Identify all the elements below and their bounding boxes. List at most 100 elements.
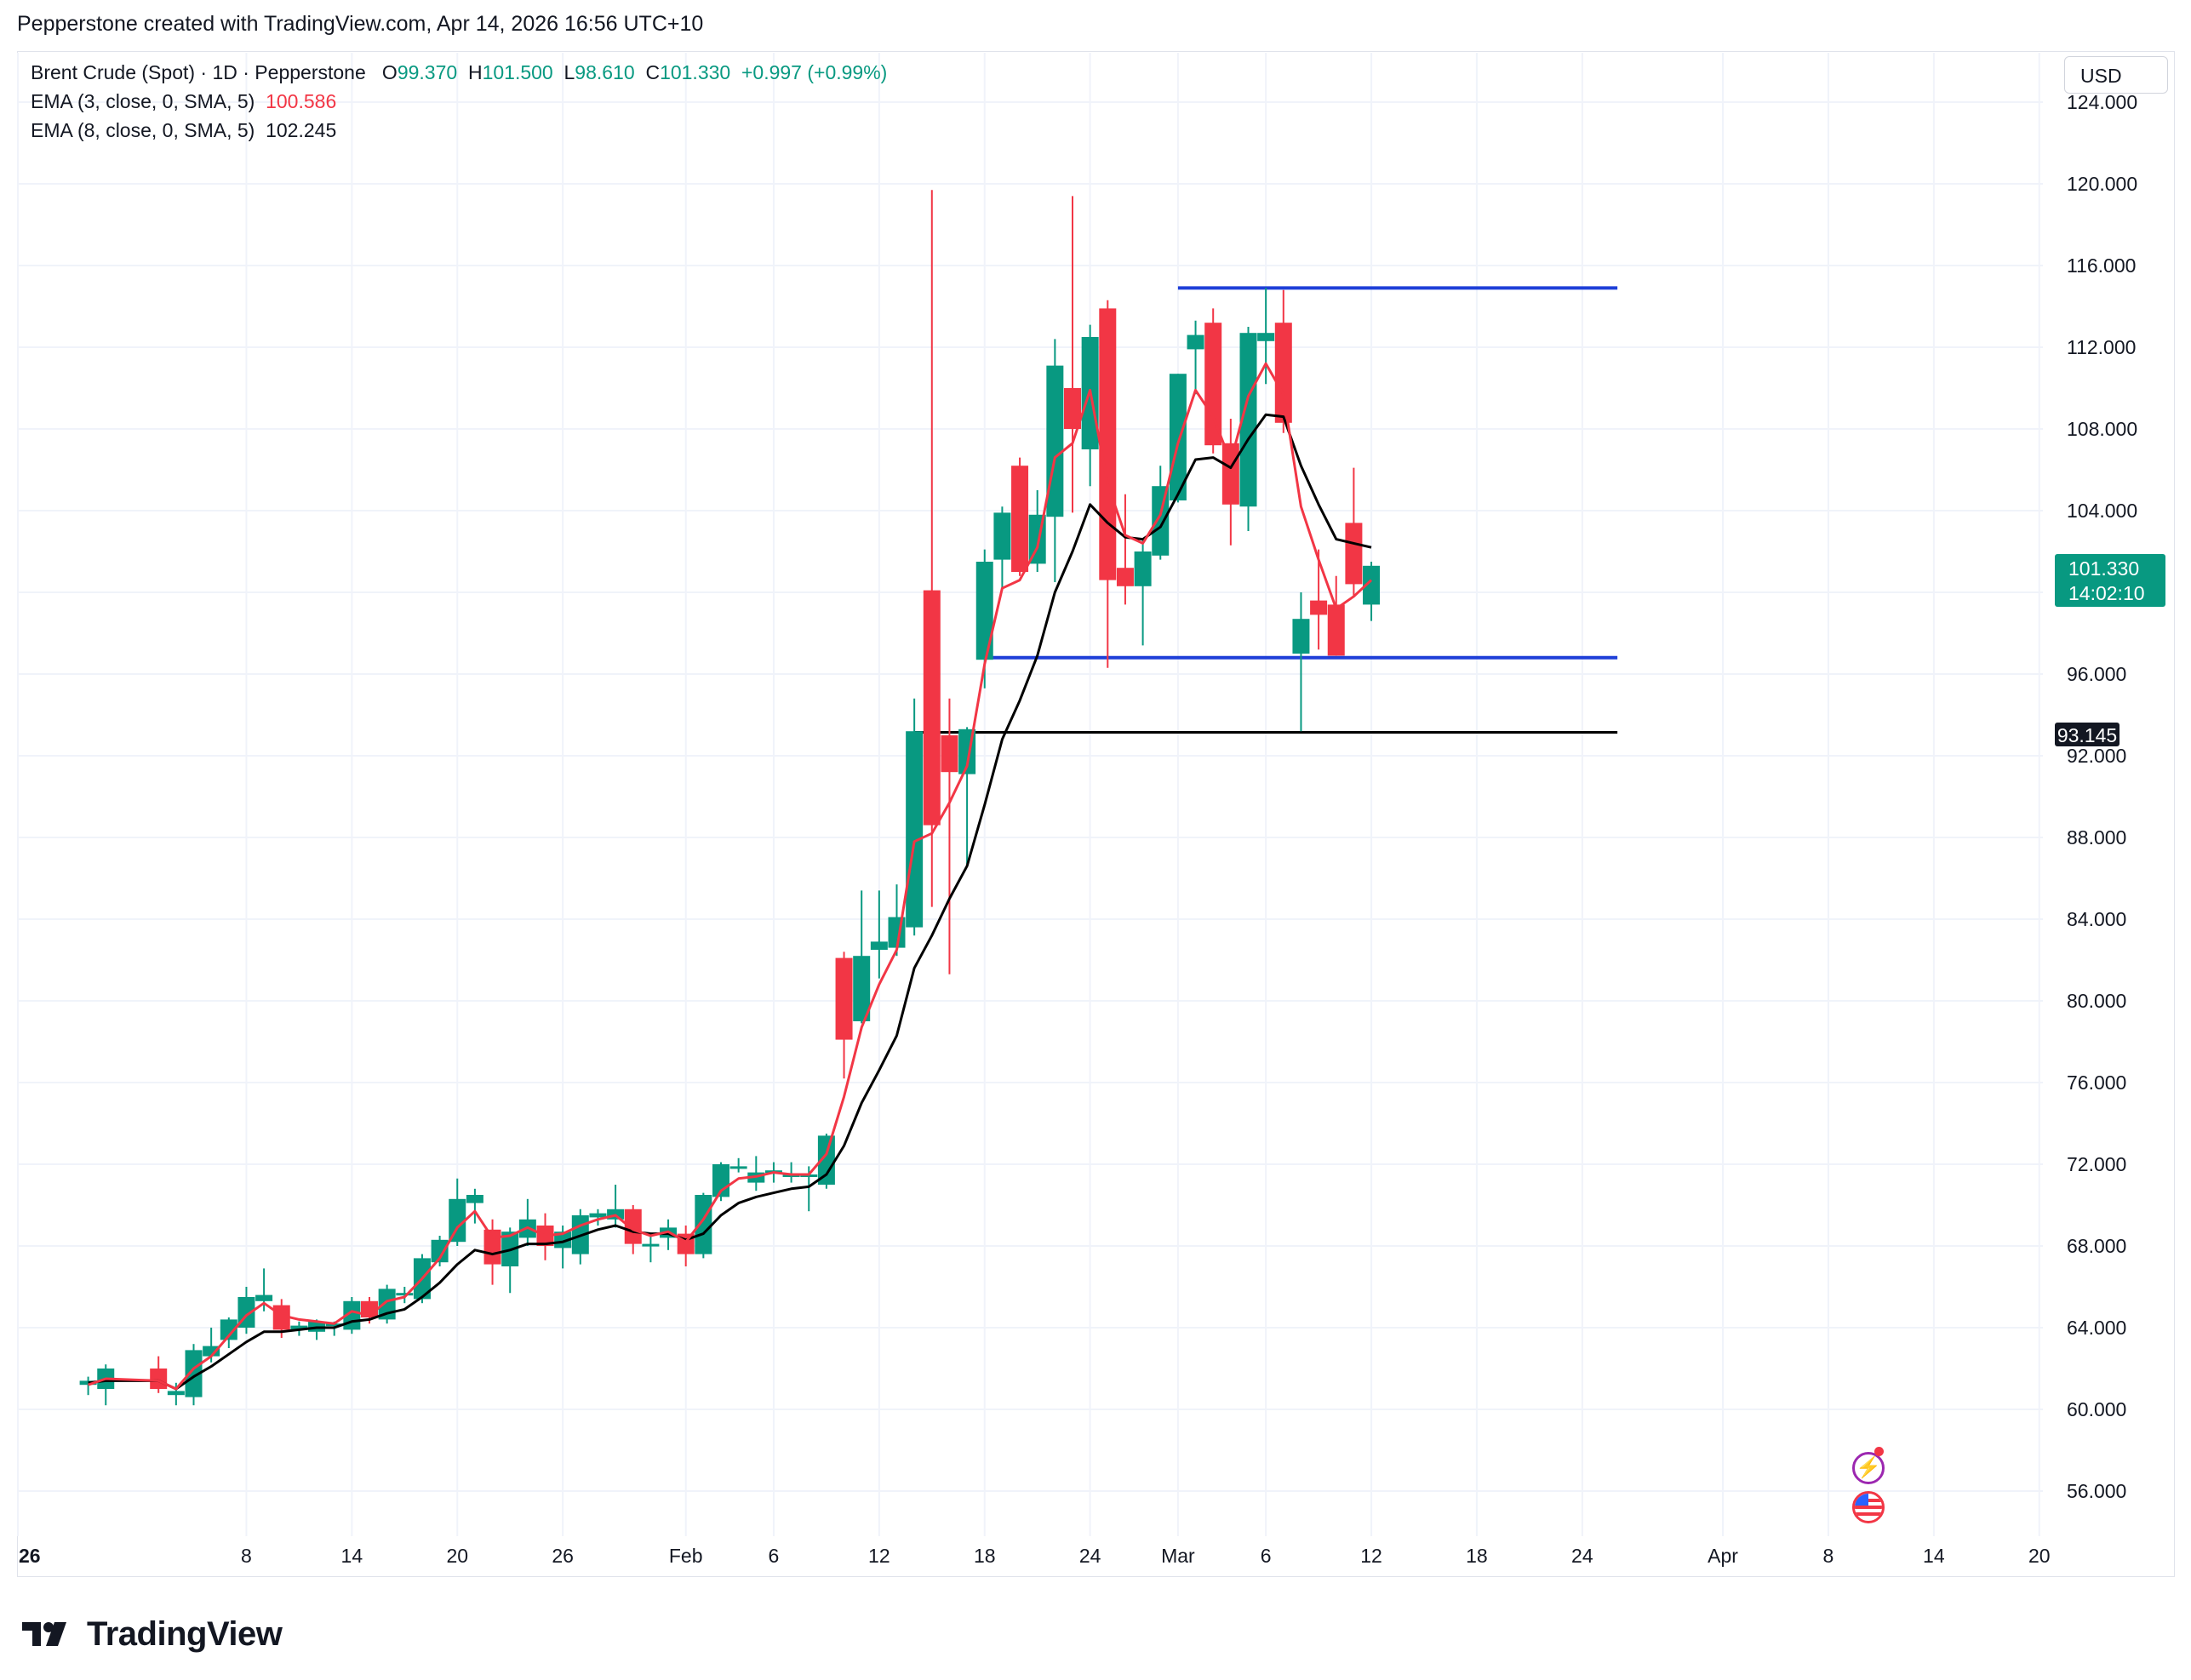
bullish-candle xyxy=(695,1192,712,1259)
bearish-candle xyxy=(941,698,958,974)
bearish-candle xyxy=(1204,308,1222,454)
candle-body xyxy=(185,1350,203,1397)
tradingview-logo[interactable]: TradingView xyxy=(20,1612,283,1656)
y-tick-label: 84.000 xyxy=(2067,908,2126,930)
x-tick-label: 8 xyxy=(1823,1545,1834,1567)
bullish-candle xyxy=(1363,562,1381,621)
candle-body xyxy=(1363,565,1381,605)
chart-credit-text: Pepperstone created with TradingView.com… xyxy=(17,12,704,36)
candle-body xyxy=(941,735,958,773)
x-tick-label: 24 xyxy=(1571,1545,1593,1567)
candle-body xyxy=(695,1195,712,1254)
candle-body xyxy=(800,1174,818,1177)
candle-body xyxy=(554,1231,572,1249)
bullish-candle xyxy=(1239,327,1257,531)
candle-body xyxy=(220,1319,237,1340)
bullish-candle xyxy=(449,1178,466,1246)
bullish-candle xyxy=(255,1268,273,1311)
bearish-candle xyxy=(1310,549,1328,650)
candle-body xyxy=(325,1323,343,1327)
legend-open-value: 99.370 xyxy=(397,61,458,83)
bullish-candle xyxy=(431,1236,449,1266)
bullish-candle xyxy=(993,506,1011,591)
y-tick-label: 108.000 xyxy=(2067,418,2137,440)
x-tick-label: 14 xyxy=(1923,1545,1945,1567)
lightning-bolt-icon[interactable]: ⚡ xyxy=(1852,1452,1885,1484)
y-tick-label: 88.000 xyxy=(2067,826,2126,849)
bullish-candle xyxy=(79,1376,97,1396)
bearish-candle xyxy=(1116,494,1134,605)
legend-ema3-label: EMA (3, close, 0, SMA, 5) xyxy=(31,90,255,112)
candle-body xyxy=(167,1391,185,1396)
y-tick-label: 104.000 xyxy=(2067,500,2137,522)
ema-lines xyxy=(88,362,1373,1391)
x-tick-label: 18 xyxy=(1466,1545,1488,1567)
candle-body xyxy=(255,1294,273,1301)
candle-body xyxy=(1116,568,1134,586)
legend-change: +0.997 (+0.99%) xyxy=(741,61,888,83)
legend-close-value: 101.330 xyxy=(660,61,731,83)
legend-high-value: 101.500 xyxy=(482,61,553,83)
candle-body xyxy=(817,1135,835,1185)
candle-body xyxy=(1064,388,1081,429)
legend-low-label: L xyxy=(563,61,575,83)
bullish-candle xyxy=(220,1317,237,1348)
candle-body xyxy=(1257,333,1275,341)
x-tick-label: 12 xyxy=(868,1545,890,1567)
legend-high-label: H xyxy=(467,61,483,83)
x-tick-label: 8 xyxy=(241,1545,252,1567)
time-axis: 26 8 14 20 26 Feb 6 12 18 24 Mar 6 12 18 24 Apr 8 14 20 xyxy=(19,1545,2051,1567)
legend-ohlc: Brent Crude (Spot) · 1D · Pepperstone O9… xyxy=(31,61,887,84)
bearish-candle xyxy=(1327,575,1345,656)
bullish-candle xyxy=(185,1344,203,1406)
legend-ema3[interactable]: EMA (3, close, 0, SMA, 5) 100.586 xyxy=(31,90,336,113)
bullish-candle xyxy=(1292,592,1310,732)
level-tag-box xyxy=(2055,723,2119,746)
candle-body xyxy=(642,1243,660,1247)
candle-body xyxy=(1134,551,1152,586)
candle-body xyxy=(870,941,888,950)
y-tick-label: 60.000 xyxy=(2067,1398,2126,1420)
candle-body xyxy=(1099,308,1117,580)
candle-body xyxy=(906,731,924,928)
y-tick-label: 116.000 xyxy=(2067,254,2136,277)
candle-body xyxy=(1152,486,1170,556)
candle-body xyxy=(624,1209,642,1244)
bullish-candle xyxy=(167,1382,185,1406)
bearish-candle xyxy=(1345,467,1363,597)
candle-body xyxy=(835,957,853,1040)
bullish-candle xyxy=(589,1209,607,1226)
legend-open-label: O xyxy=(381,61,398,83)
y-tick-label: 76.000 xyxy=(2067,1071,2126,1094)
x-tick-label: Feb xyxy=(669,1545,703,1567)
bullish-candle xyxy=(97,1364,115,1406)
candle-body xyxy=(290,1325,308,1330)
candle-body xyxy=(1345,523,1363,585)
chart-grid xyxy=(17,53,2043,1536)
y-tick-label: 112.000 xyxy=(2067,336,2136,358)
x-tick-label: 26 xyxy=(19,1545,41,1567)
level-tag-text: 93.145 xyxy=(2057,724,2117,746)
candle-body xyxy=(1187,334,1204,350)
candle-body xyxy=(1169,374,1187,500)
x-tick-label: 24 xyxy=(1079,1545,1101,1567)
bullish-candle xyxy=(1257,288,1275,385)
last-price-tag-countdown: 14:02:10 xyxy=(2068,582,2145,604)
us-flag-icon[interactable] xyxy=(1852,1491,1885,1523)
candle-body xyxy=(923,590,941,826)
candle-body xyxy=(853,956,871,1021)
bullish-candle xyxy=(712,1162,729,1202)
legend-low-value: 98.610 xyxy=(575,61,635,83)
legend-symbol: Brent Crude (Spot) · 1D · Pepperstone xyxy=(31,61,366,83)
bullish-candle xyxy=(906,698,924,936)
bullish-candle xyxy=(466,1188,483,1224)
legend-ema8[interactable]: EMA (8, close, 0, SMA, 5) 102.245 xyxy=(31,119,336,142)
candle-body xyxy=(1221,443,1239,505)
currency-button[interactable]: USD xyxy=(2064,56,2168,94)
x-tick-label: 26 xyxy=(552,1545,574,1567)
x-tick-label: 20 xyxy=(2028,1545,2051,1567)
candle-body xyxy=(466,1195,483,1203)
tradingview-logo-icon xyxy=(22,1622,66,1646)
notification-dot xyxy=(1874,1447,1884,1456)
